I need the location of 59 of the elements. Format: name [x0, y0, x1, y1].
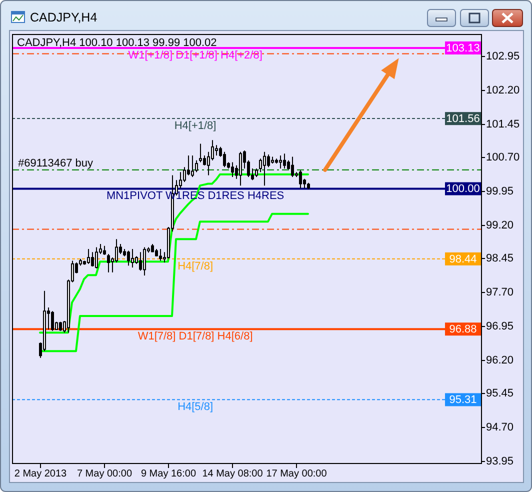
annotation: 98.44: [449, 253, 477, 266]
x-tick-label: 9 May 16:00: [140, 468, 196, 480]
candlestick: [143, 246, 146, 276]
ref-line-label: H4[+1/8]: [174, 120, 216, 132]
x-tick-label: 2 May 2013: [14, 468, 68, 480]
x-tick-label: 17 May 00:00: [266, 468, 328, 480]
candlestick: [215, 144, 218, 156]
candlestick: [195, 160, 198, 173]
candlestick: [107, 253, 110, 273]
candlestick: [203, 154, 206, 166]
candlestick: [231, 162, 234, 178]
y-tick-label: 96.20: [486, 354, 514, 366]
annotation: #69113467 buy: [18, 158, 94, 170]
annotation: 95.31: [449, 394, 477, 406]
y-tick-label: 93.95: [486, 455, 514, 468]
y-tick-label: 97.70: [486, 286, 514, 298]
x-tick-label: 7 May 00:00: [76, 468, 132, 480]
annotation: 103.13: [446, 42, 480, 54]
candlestick: [131, 248, 134, 268]
y-tick-label: 100.70: [486, 151, 520, 164]
candlestick: [159, 248, 162, 262]
candlestick: [139, 252, 142, 272]
y-tick-label: 95.45: [486, 387, 514, 400]
candlestick: [259, 158, 262, 173]
y-tick-label: 101.45: [486, 118, 520, 130]
candlestick: [87, 248, 90, 264]
annotation: 101.56: [446, 112, 480, 125]
y-tick-label: 99.20: [486, 219, 514, 232]
candlestick: [223, 151, 226, 168]
candlestick: [51, 310, 54, 332]
candlestick: [283, 153, 286, 169]
y-tick-label: 102.20: [486, 84, 520, 96]
candlestick: [191, 154, 194, 178]
ref-line-label: H4[7/8]: [178, 260, 214, 272]
candlestick: [199, 143, 202, 163]
candlestick: [183, 166, 186, 182]
candlestick: [267, 154, 270, 168]
y-tick-label: 98.45: [486, 252, 514, 264]
chart-subtitle: CADJPY,H4 100.10 100.13 99.99 100.02: [17, 36, 217, 49]
x-tick-label: 14 May 08:00: [202, 468, 264, 480]
candlestick: [239, 151, 242, 186]
y-tick-label: 102.95: [486, 50, 520, 62]
candlestick: [299, 170, 302, 189]
candlestick: [263, 151, 266, 186]
annotation: 96.88: [449, 323, 477, 336]
y-tick-label: 94.70: [486, 421, 514, 434]
candlestick: [291, 156, 294, 178]
line-series: [39, 212, 309, 352]
candlestick: [127, 250, 130, 266]
ref-line-label: W1[7/8] D1[7/8] H4[6/8]: [138, 330, 253, 342]
annotation: 100.00: [446, 183, 480, 196]
candlestick: [115, 238, 118, 263]
chart-title: CADJPY,H4: [30, 10, 98, 24]
candlestick: [91, 252, 94, 268]
ref-line-label: H4[5/8]: [178, 401, 214, 414]
candlestick: [279, 154, 282, 169]
y-tick-label: 96.95: [486, 320, 514, 332]
y-tick-label: 99.95: [486, 185, 514, 198]
candlestick: [95, 246, 98, 269]
